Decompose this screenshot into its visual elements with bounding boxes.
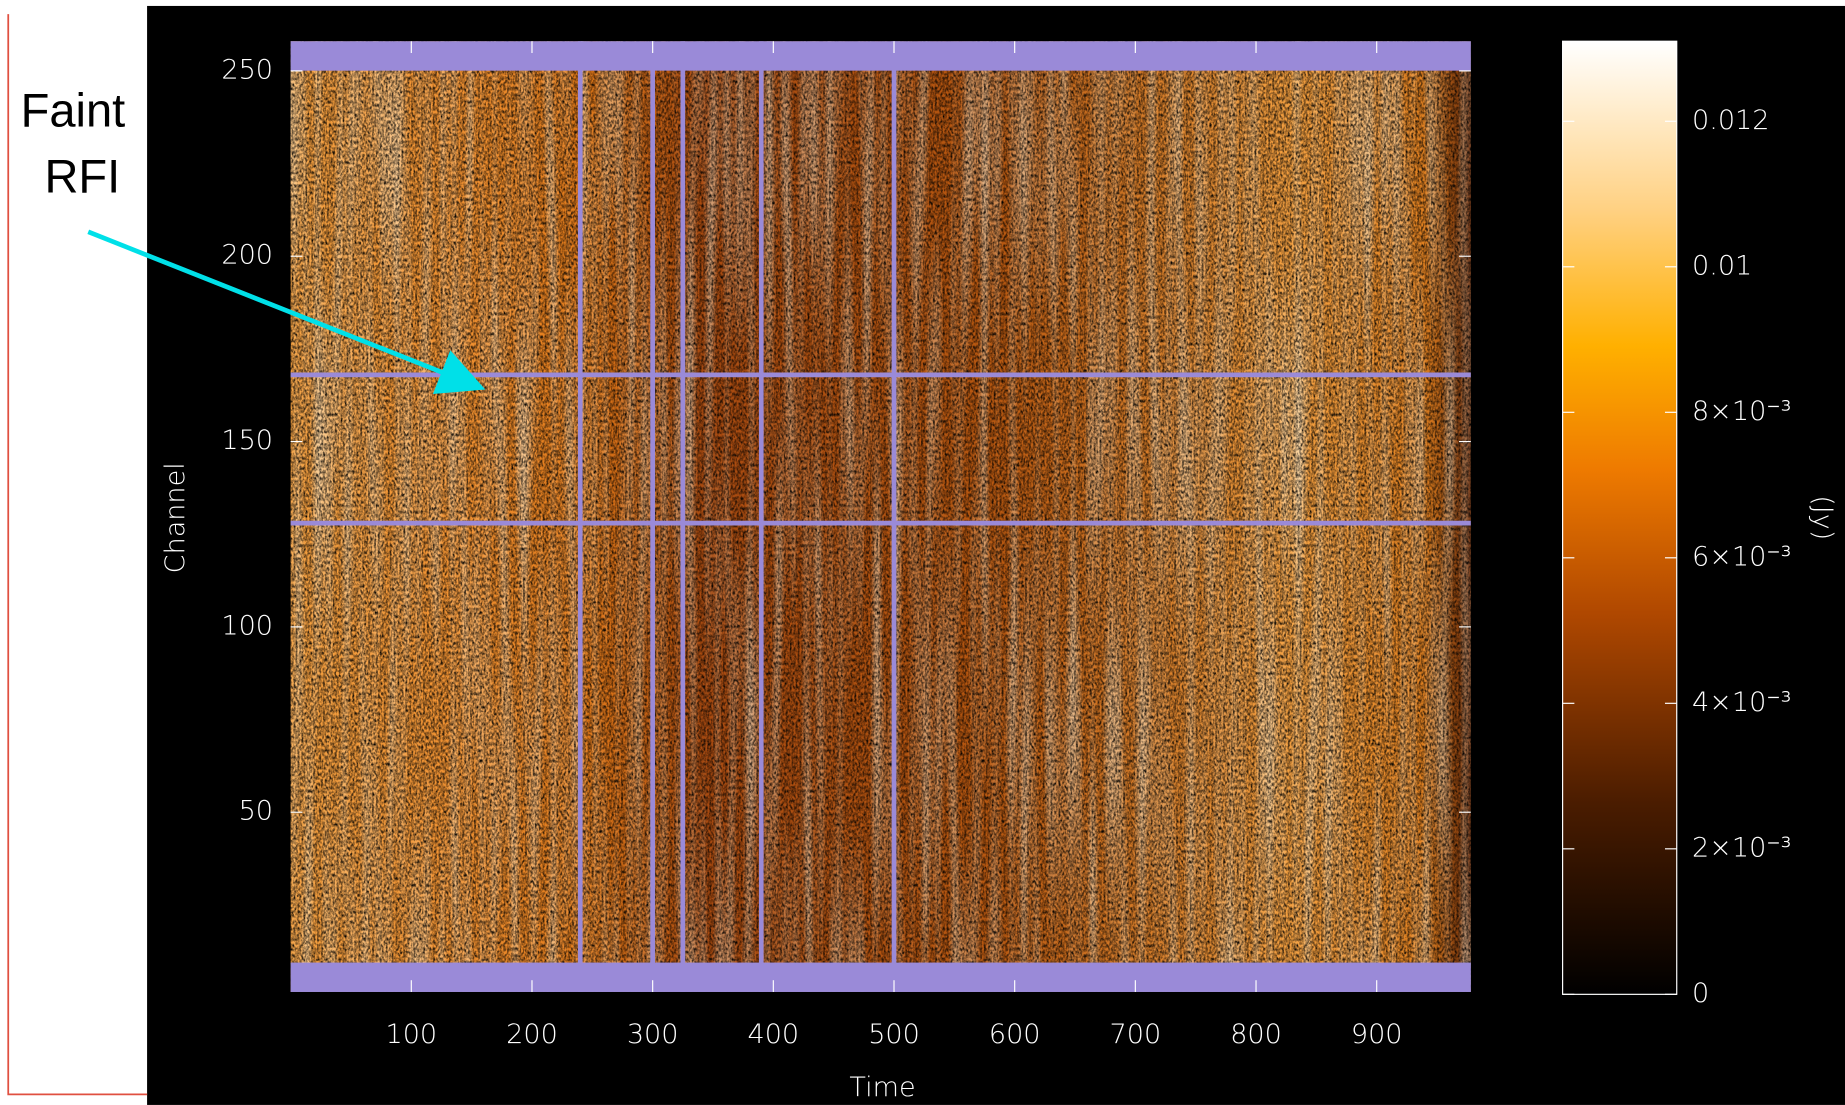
colorbar-tick-label: 2×10⁻³ [1692, 832, 1791, 863]
colorbar-tick-label: 8×10⁻³ [1692, 396, 1791, 427]
x-tick-label: 300 [627, 1019, 679, 1050]
x-tick-label: 900 [1351, 1019, 1403, 1050]
flag-band [290, 41, 1471, 71]
frame [7, 14, 148, 1096]
y-tick-label: 50 [239, 796, 273, 827]
colorbar-label: (Jy) [1807, 495, 1838, 540]
colorbar-tick-label: 6×10⁻³ [1692, 541, 1791, 572]
heatmap-noise [290, 41, 1471, 992]
heatmap [290, 41, 1471, 992]
y-tick-label: 250 [221, 54, 273, 85]
x-tick-label: 100 [385, 1019, 437, 1050]
annotation-arrow [87, 229, 486, 394]
colorbar-tick-label: 4×10⁻³ [1692, 687, 1791, 718]
y-axis-label: Channel [160, 462, 191, 573]
colorbar-tick-label: 0 [1692, 978, 1709, 1009]
y-tick-label: 150 [221, 425, 273, 456]
x-tick-label: 400 [748, 1019, 800, 1050]
x-tick-label: 200 [506, 1019, 558, 1050]
colorbar [1562, 40, 1678, 995]
x-tick-label: 700 [1110, 1019, 1162, 1050]
y-tick-label: 200 [221, 240, 273, 271]
colorbar-tick-label: 0.012 [1692, 105, 1769, 136]
y-tick-label: 100 [221, 610, 273, 641]
colorbar-tick-label: 0.01 [1692, 250, 1752, 281]
x-tick-label: 600 [989, 1019, 1041, 1050]
flag-band [290, 962, 1471, 992]
annotation: RFI [44, 150, 120, 203]
x-tick-label: 800 [1230, 1019, 1282, 1050]
annotation: Faint [21, 84, 126, 137]
x-tick-label: 500 [868, 1019, 920, 1050]
x-axis-label: Time [849, 1072, 915, 1103]
